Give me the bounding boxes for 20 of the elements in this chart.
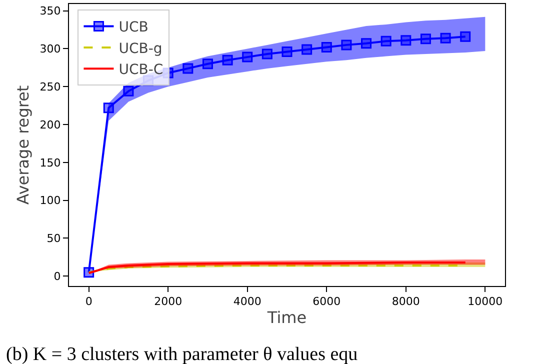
x-tick-label: 10000 bbox=[468, 295, 503, 308]
legend-label: UCB-g bbox=[118, 40, 162, 57]
y-tick-label: 100 bbox=[40, 194, 61, 208]
y-tick-label: 350 bbox=[40, 4, 61, 18]
legend-label: UCB-C bbox=[118, 62, 164, 78]
x-tick-label: 6000 bbox=[312, 295, 341, 308]
y-tick-label: 250 bbox=[40, 80, 61, 94]
y-tick-label: 200 bbox=[40, 118, 61, 132]
y-tick-label: 50 bbox=[46, 232, 61, 246]
x-tick-label: 0 bbox=[85, 295, 92, 308]
x-axis-title: Time bbox=[266, 308, 307, 327]
y-tick-label: 150 bbox=[40, 156, 61, 170]
text: (b) K = 3 clusters with parameter θ values equ bbox=[6, 344, 358, 364]
y-tick-label: 0 bbox=[54, 270, 61, 283]
y-axis-title: Average regret bbox=[14, 85, 33, 205]
x-tick-label: 4000 bbox=[233, 295, 262, 308]
legend-label: UCB bbox=[118, 20, 148, 36]
x-tick-label: 8000 bbox=[392, 295, 420, 308]
x-tick-label: 2000 bbox=[154, 295, 182, 308]
y-tick-label: 300 bbox=[40, 42, 61, 56]
